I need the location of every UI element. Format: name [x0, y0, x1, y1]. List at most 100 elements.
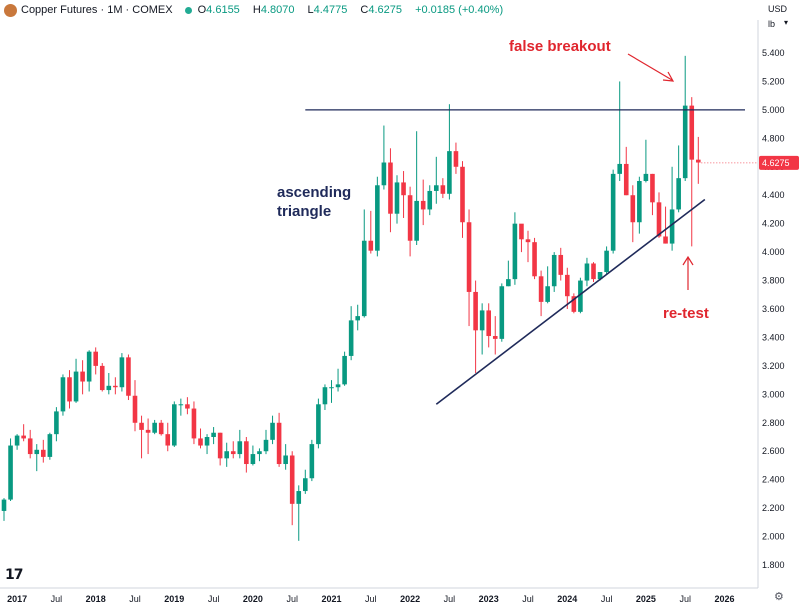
- candle[interactable]: [54, 407, 59, 442]
- candle[interactable]: [604, 246, 609, 275]
- candle[interactable]: [381, 125, 387, 190]
- candle[interactable]: [532, 237, 537, 280]
- candle[interactable]: [466, 209, 472, 327]
- candle[interactable]: [637, 176, 642, 234]
- candle[interactable]: [27, 429, 33, 459]
- candle[interactable]: [623, 146, 629, 196]
- candle[interactable]: [250, 445, 256, 466]
- candle[interactable]: [204, 434, 210, 455]
- candle[interactable]: [80, 360, 85, 395]
- candle[interactable]: [682, 55, 688, 181]
- candle[interactable]: [584, 257, 590, 287]
- candle[interactable]: [309, 439, 315, 482]
- candle[interactable]: [191, 401, 197, 445]
- candle[interactable]: [230, 441, 236, 459]
- candle[interactable]: [257, 448, 262, 462]
- candle[interactable]: [270, 415, 275, 445]
- candle[interactable]: [434, 156, 439, 204]
- candle[interactable]: [145, 418, 151, 455]
- candle[interactable]: [276, 412, 282, 467]
- candle[interactable]: [427, 185, 433, 216]
- candle[interactable]: [486, 303, 491, 348]
- candle[interactable]: [1, 498, 7, 521]
- candle[interactable]: [492, 316, 498, 355]
- candle[interactable]: [663, 206, 668, 244]
- candle[interactable]: [578, 277, 583, 314]
- candle[interactable]: [132, 380, 138, 432]
- candle[interactable]: [506, 260, 511, 287]
- candle[interactable]: [525, 230, 531, 263]
- symbol-title[interactable]: Copper Futures · 1M · COMEX: [21, 4, 173, 16]
- candle[interactable]: [158, 419, 164, 436]
- candle[interactable]: [211, 427, 216, 445]
- candle[interactable]: [73, 358, 79, 403]
- candle[interactable]: [401, 171, 406, 218]
- candle[interactable]: [244, 437, 249, 473]
- candle[interactable]: [591, 262, 596, 282]
- candle[interactable]: [152, 419, 157, 435]
- candle[interactable]: [414, 131, 419, 245]
- candle[interactable]: [676, 145, 681, 213]
- candle[interactable]: [473, 280, 478, 373]
- candle[interactable]: [303, 469, 308, 494]
- candle[interactable]: [348, 306, 354, 361]
- candle[interactable]: [335, 368, 341, 392]
- candle[interactable]: [8, 438, 13, 501]
- candle[interactable]: [617, 81, 622, 181]
- candle[interactable]: [86, 350, 92, 392]
- candle[interactable]: [14, 434, 20, 450]
- candle[interactable]: [322, 384, 328, 410]
- candle[interactable]: [329, 380, 334, 403]
- candle[interactable]: [407, 186, 413, 257]
- candle[interactable]: [21, 424, 26, 442]
- candle[interactable]: [689, 97, 695, 247]
- candle[interactable]: [388, 148, 393, 233]
- candle[interactable]: [217, 432, 223, 466]
- ascending-support-line[interactable]: [435, 198, 706, 405]
- candle[interactable]: [565, 267, 570, 309]
- gear-icon[interactable]: ⚙: [774, 591, 784, 603]
- candle[interactable]: [512, 212, 518, 285]
- candle[interactable]: [126, 354, 131, 401]
- candle[interactable]: [650, 173, 655, 216]
- candle[interactable]: [316, 398, 321, 449]
- candle[interactable]: [224, 442, 229, 467]
- candle[interactable]: [237, 429, 243, 459]
- candle[interactable]: [368, 210, 374, 254]
- candle[interactable]: [394, 175, 400, 224]
- candle[interactable]: [361, 209, 367, 318]
- candle[interactable]: [610, 169, 616, 254]
- candle[interactable]: [558, 247, 564, 281]
- candle[interactable]: [355, 304, 360, 331]
- candle[interactable]: [420, 179, 426, 226]
- candle[interactable]: [185, 397, 190, 415]
- candle[interactable]: [139, 415, 144, 459]
- candle[interactable]: [669, 166, 675, 251]
- candle[interactable]: [41, 439, 46, 463]
- candle[interactable]: [375, 176, 380, 257]
- candle[interactable]: [519, 223, 524, 253]
- candle[interactable]: [34, 444, 40, 472]
- candle[interactable]: [119, 353, 125, 392]
- currency-selector[interactable]: USD: [768, 4, 788, 14]
- candle[interactable]: [165, 422, 171, 452]
- candle[interactable]: [67, 370, 72, 409]
- candle[interactable]: [499, 283, 505, 342]
- candle[interactable]: [113, 377, 118, 395]
- unit-selector[interactable]: lb: [768, 19, 776, 29]
- candle[interactable]: [460, 161, 465, 238]
- candle[interactable]: [172, 401, 177, 447]
- candle[interactable]: [571, 293, 577, 314]
- candle[interactable]: [99, 363, 105, 392]
- candle[interactable]: [198, 428, 203, 449]
- candle[interactable]: [538, 270, 544, 317]
- candle[interactable]: [178, 398, 184, 416]
- candle[interactable]: [60, 374, 66, 416]
- candle[interactable]: [656, 192, 662, 238]
- candle[interactable]: [283, 444, 288, 470]
- candle[interactable]: [630, 185, 636, 243]
- candle[interactable]: [440, 178, 446, 199]
- candle[interactable]: [551, 252, 557, 292]
- candle[interactable]: [263, 429, 269, 455]
